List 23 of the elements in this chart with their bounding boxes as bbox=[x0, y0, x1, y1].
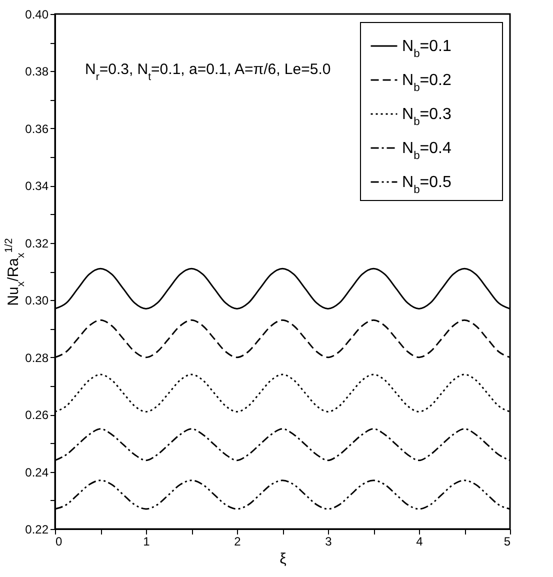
x-tick-label: 4 bbox=[416, 534, 424, 548]
y-tick-label: 0.34 bbox=[25, 179, 49, 194]
x-tick-label: 2 bbox=[234, 534, 242, 548]
x-tick-label: 5 bbox=[504, 534, 511, 548]
y-tick-label: 0.22 bbox=[25, 522, 49, 536]
y-tick-label: 0.36 bbox=[25, 122, 49, 136]
x-tick-label: 1 bbox=[143, 534, 150, 548]
x-tick-label: 3 bbox=[325, 534, 332, 548]
y-tick-label: 0.28 bbox=[25, 350, 49, 365]
y-tick-label: 0.38 bbox=[25, 64, 49, 79]
legend-label: N$_{b}$=0.5 bbox=[402, 174, 452, 196]
legend-label: N$_{b}$=0.3 bbox=[402, 106, 452, 128]
legend-label: N$_{b}$=0.2 bbox=[402, 72, 452, 94]
y-tick-label: 0.32 bbox=[25, 236, 49, 250]
x-axis-title: ξ bbox=[280, 550, 287, 568]
y-tick-label: 0.24 bbox=[25, 465, 49, 480]
y-tick-label: 0.40 bbox=[25, 8, 49, 22]
y-tick-label: 0.30 bbox=[25, 294, 49, 308]
legend-label: N$_{b}$=0.4 bbox=[402, 140, 452, 162]
legend-label: N$_{b}$=0.1 bbox=[402, 38, 452, 60]
y-tick-label: 0.26 bbox=[25, 408, 49, 422]
annotation: N$_{r}$=0.3, N$_{t}$=0.1, a=0.1, A=π/6, Le=5.0 bbox=[85, 61, 331, 83]
x-tick-label: 0 bbox=[56, 534, 62, 548]
